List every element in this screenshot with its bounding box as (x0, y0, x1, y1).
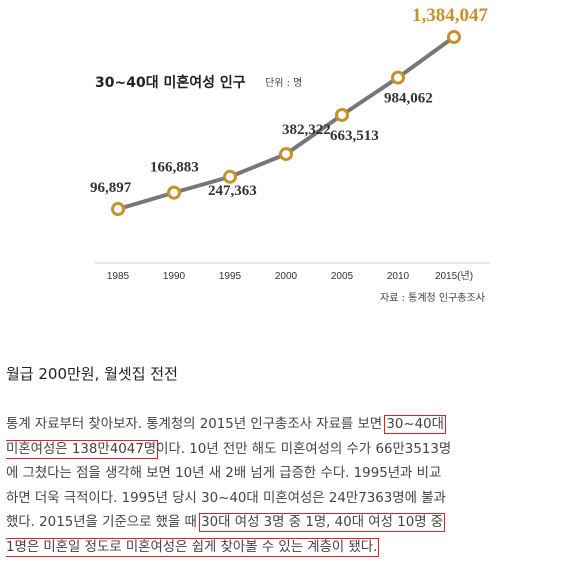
data-point-1995 (223, 169, 237, 184)
article-body: 통계 자료부터 찾아보자. 통계청의 2015년 인구총조사 자료를 보면 30… (6, 413, 574, 560)
value-label-1990: 166,883 (150, 160, 199, 176)
article-line: 에 그쳤다는 점을 생각해 보면 10년 새 2배 넘게 급증한 수다. 199… (6, 462, 574, 487)
data-point-2005 (335, 107, 349, 122)
article-line: 통계 자료부터 찾아보자. 통계청의 2015년 인구총조사 자료를 보면 30… (6, 413, 574, 438)
data-point-2000 (279, 147, 293, 162)
x-tick-label-1985: 1985 (107, 271, 130, 282)
x-tick-label-1995: 1995 (219, 271, 242, 282)
article-text: 이다. 10년 전만 해도 미혼여성의 수가 66만3513명 (156, 441, 452, 457)
x-tick-label-2015: 2015(년) (435, 270, 473, 282)
data-point-1990 (167, 185, 181, 200)
chart-source: 자료 : 통계청 인구총조사 (380, 293, 485, 304)
chart-title: 30~40대 미혼여성 인구 (95, 75, 246, 91)
data-point-1985 (111, 202, 125, 217)
line-chart: 96,897 166,883 247,363 382,322 663,513 984,06… (90, 5, 490, 282)
x-tick-label-1990: 1990 (163, 271, 186, 282)
article-line: 하면 더욱 극적이다. 1995년 당시 30~40대 미혼여성은 24만736… (6, 487, 574, 512)
data-point-2015 (447, 30, 461, 44)
article-text: 에 그쳤다는 점을 생각해 보면 10년 새 2배 넘게 급증한 수다. 199… (6, 466, 442, 481)
value-label-2015: 1,384,047 (412, 5, 489, 26)
article-line: 1명은 미혼일 정도로 미혼여성은 쉽게 찾아볼 수 있는 계층이 됐다. (6, 536, 574, 561)
section-heading: 월급 200만원, 월셋집 전전 (6, 365, 178, 383)
data-point-2010 (391, 70, 405, 85)
article-text: 했다. 2015년을 기준으로 했을 때 (6, 515, 202, 530)
highlighted-text: 30~40대 (384, 415, 446, 434)
chart-unit-label: 단위 : 명 (265, 78, 303, 89)
value-label-1995: 247,363 (208, 183, 257, 199)
article-line: 했다. 2015년을 기준으로 했을 때 30대 여성 3명 중 1명, 40대… (6, 511, 574, 536)
value-label-2010: 984,062 (384, 91, 433, 107)
x-tick-label-2000: 2000 (275, 271, 298, 282)
value-label-1985: 96,897 (90, 180, 132, 196)
highlighted-text: 미혼여성은 138만4047명 (6, 439, 159, 459)
article-line: 미혼여성은 138만4047명이다. 10년 전만 해도 미혼여성의 수가 66… (6, 438, 574, 463)
article-text: 하면 더욱 극적이다. 1995년 당시 30~40대 미혼여성은 24만736… (6, 490, 446, 506)
x-tick-label-2005: 2005 (331, 271, 354, 282)
value-label-2000: 382,322 (282, 122, 331, 138)
value-label-2005: 663,513 (330, 128, 379, 144)
x-tick-label-2010: 2010 (387, 271, 410, 282)
article-text: 통계 자료부터 찾아보자. 통계청의 2015년 인구총조사 자료를 보면 (6, 417, 387, 432)
highlighted-text: 1명은 미혼일 정도로 미혼여성은 쉽게 찾아볼 수 있는 계층이 됐다. (6, 537, 380, 557)
highlighted-text: 30대 여성 3명 중 1명, 40대 여성 10명 중 (199, 513, 446, 532)
